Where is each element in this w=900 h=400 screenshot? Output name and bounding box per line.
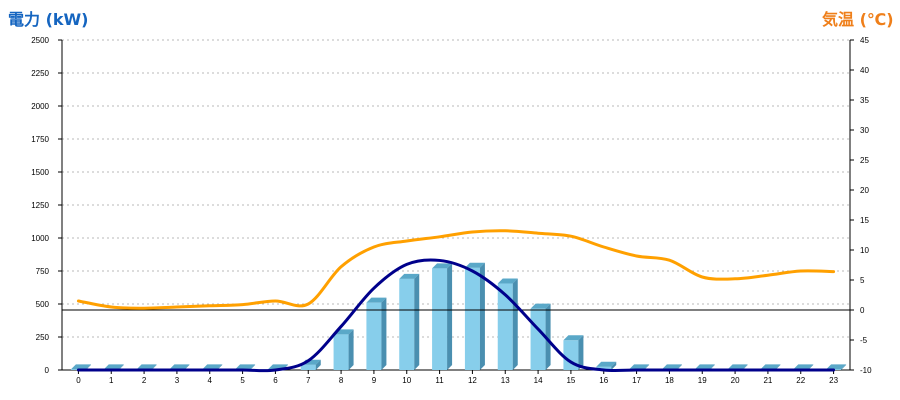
bar-side	[578, 335, 584, 370]
x-axis-tick-label: 6	[273, 376, 278, 385]
x-axis-tick-label: 15	[566, 376, 575, 385]
right-axis-tick-label: 30	[860, 126, 869, 135]
x-axis-tick-label: 12	[468, 376, 477, 385]
bar	[366, 302, 382, 370]
x-axis-tick-label: 0	[76, 376, 81, 385]
right-axis-tick-label: 0	[860, 306, 865, 315]
bar-top	[366, 297, 387, 303]
bar-top	[103, 364, 124, 370]
left-axis-tick-label: 2250	[31, 69, 49, 78]
x-axis-tick-label: 19	[698, 376, 707, 385]
x-axis-tick-label: 5	[240, 376, 245, 385]
bar	[464, 267, 480, 370]
bar	[432, 268, 448, 370]
bar-side	[414, 273, 420, 370]
bar-side	[479, 262, 485, 370]
left-axis-tick-label: 1250	[31, 201, 49, 210]
bar-top	[399, 273, 420, 279]
left-axis-tick-label: 2000	[31, 102, 49, 111]
bar-top	[530, 303, 551, 309]
left-axis-tick-label: 2500	[31, 36, 49, 45]
bar-top	[136, 364, 157, 370]
x-axis-tick-label: 21	[763, 376, 772, 385]
bar-top	[727, 364, 748, 370]
left-axis-tick-label: 0	[45, 366, 50, 375]
temperature-line	[76, 229, 836, 310]
bar-top	[432, 263, 453, 269]
bar-side	[348, 329, 354, 370]
bar-top	[235, 364, 256, 370]
x-axis-tick-label: 18	[665, 376, 674, 385]
left-axis-tick-label: 500	[36, 300, 50, 309]
x-axis-tick-label: 13	[501, 376, 510, 385]
bar-side	[381, 297, 387, 370]
bar	[300, 364, 316, 370]
right-axis-title: 気温 (℃)	[822, 10, 894, 29]
left-axis-tick-label: 1750	[31, 135, 49, 144]
x-axis-tick-label: 14	[534, 376, 543, 385]
x-axis-tick-label: 3	[175, 376, 180, 385]
bar-side	[512, 278, 518, 370]
right-axis-tick-label: 25	[860, 156, 869, 165]
bar-side	[447, 263, 453, 370]
bar	[596, 366, 612, 370]
x-axis-tick-label: 17	[632, 376, 641, 385]
bar-top	[760, 364, 781, 370]
bar-top	[563, 335, 584, 341]
bar-side	[841, 364, 847, 370]
x-axis-tick-label: 2	[142, 376, 147, 385]
right-axis-tick-label: 20	[860, 186, 869, 195]
bar-top	[694, 364, 715, 370]
right-axis-tick-label: 10	[860, 246, 869, 255]
bar-side	[611, 361, 617, 370]
x-axis-tick-label: 20	[731, 376, 740, 385]
x-axis-tick-label: 9	[372, 376, 377, 385]
bar-top	[202, 364, 223, 370]
x-axis-tick-label: 22	[796, 376, 805, 385]
x-axis-tick-label: 4	[208, 376, 213, 385]
right-axis-tick-label: 45	[860, 36, 869, 45]
x-axis-tick-label: 16	[599, 376, 608, 385]
power-line	[76, 258, 836, 373]
right-axis-tick-label: 5	[860, 276, 865, 285]
right-axis-tick-label: -10	[860, 366, 872, 375]
bar-top	[826, 364, 847, 370]
x-axis-tick-label: 23	[829, 376, 838, 385]
bar-top	[70, 364, 91, 370]
bar-top	[464, 262, 485, 268]
bar-top	[596, 361, 617, 367]
bar-side	[250, 364, 256, 370]
x-axis-tick-label: 8	[339, 376, 344, 385]
x-axis-tick-label: 7	[306, 376, 311, 385]
left-axis-title: 電力 (kW)	[8, 10, 89, 29]
x-axis-tick-label: 1	[109, 376, 114, 385]
right-axis-tick-label: -5	[860, 336, 868, 345]
left-axis-tick-label: 750	[36, 267, 50, 276]
bar-top	[793, 364, 814, 370]
bar	[333, 334, 349, 370]
bar	[497, 283, 513, 370]
right-axis-tick-label: 35	[860, 96, 869, 105]
bar	[399, 278, 415, 370]
x-axis-tick-label: 11	[435, 376, 444, 385]
right-axis-tick-label: 15	[860, 216, 869, 225]
left-axis-tick-label: 250	[36, 333, 50, 342]
bar-side	[315, 359, 321, 370]
bar-top	[629, 364, 650, 370]
bar-top	[661, 364, 682, 370]
bar	[530, 308, 546, 370]
bar-side	[545, 303, 551, 370]
x-axis-tick-label: 10	[402, 376, 411, 385]
left-axis-tick-label: 1000	[31, 234, 49, 243]
left-axis-tick-label: 1500	[31, 168, 49, 177]
bar-top	[497, 278, 518, 284]
right-axis-tick-label: 40	[860, 66, 869, 75]
bar-top	[169, 364, 190, 370]
